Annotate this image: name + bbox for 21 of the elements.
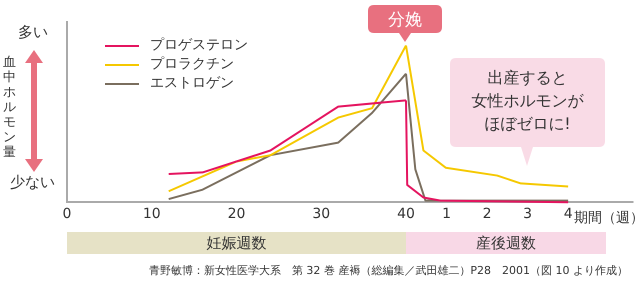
text: 少ない — [10, 173, 55, 192]
x-axis-title: 産後週数 — [406, 232, 606, 254]
annotation: 出産すると女性ホルモンがほぼゼロに! — [470, 67, 585, 135]
text: 多い — [18, 23, 48, 42]
legend-label: エストロゲン — [150, 74, 234, 93]
x-axis-title: 妊娠週数 — [67, 232, 406, 254]
x-tick-label: 0 — [62, 206, 72, 222]
text: 青野敏博：新女性医学大系 第 32 巻 産褥（総編集／武田雄二）P28 2001（図 10 より作成） — [148, 263, 628, 278]
x-tick-label: 10 — [142, 206, 161, 222]
text: 期間（週） — [574, 209, 640, 227]
x-tick-label: 40 — [397, 206, 415, 222]
x-tick-label: 3 — [523, 206, 532, 222]
legend-label: プロゲステロン — [150, 36, 248, 55]
x-tick-label: 30 — [312, 206, 330, 222]
x-tick-label: 4 — [564, 206, 573, 222]
x-tick-label: 20 — [228, 206, 246, 222]
x-tick-label: 2 — [482, 206, 492, 222]
y-axis-title: 血中ホルモン量 — [3, 55, 17, 160]
x-tick-label: 1 — [442, 206, 451, 222]
legend-label: プロラクチン — [150, 55, 234, 74]
text: 分娩 — [387, 9, 423, 31]
